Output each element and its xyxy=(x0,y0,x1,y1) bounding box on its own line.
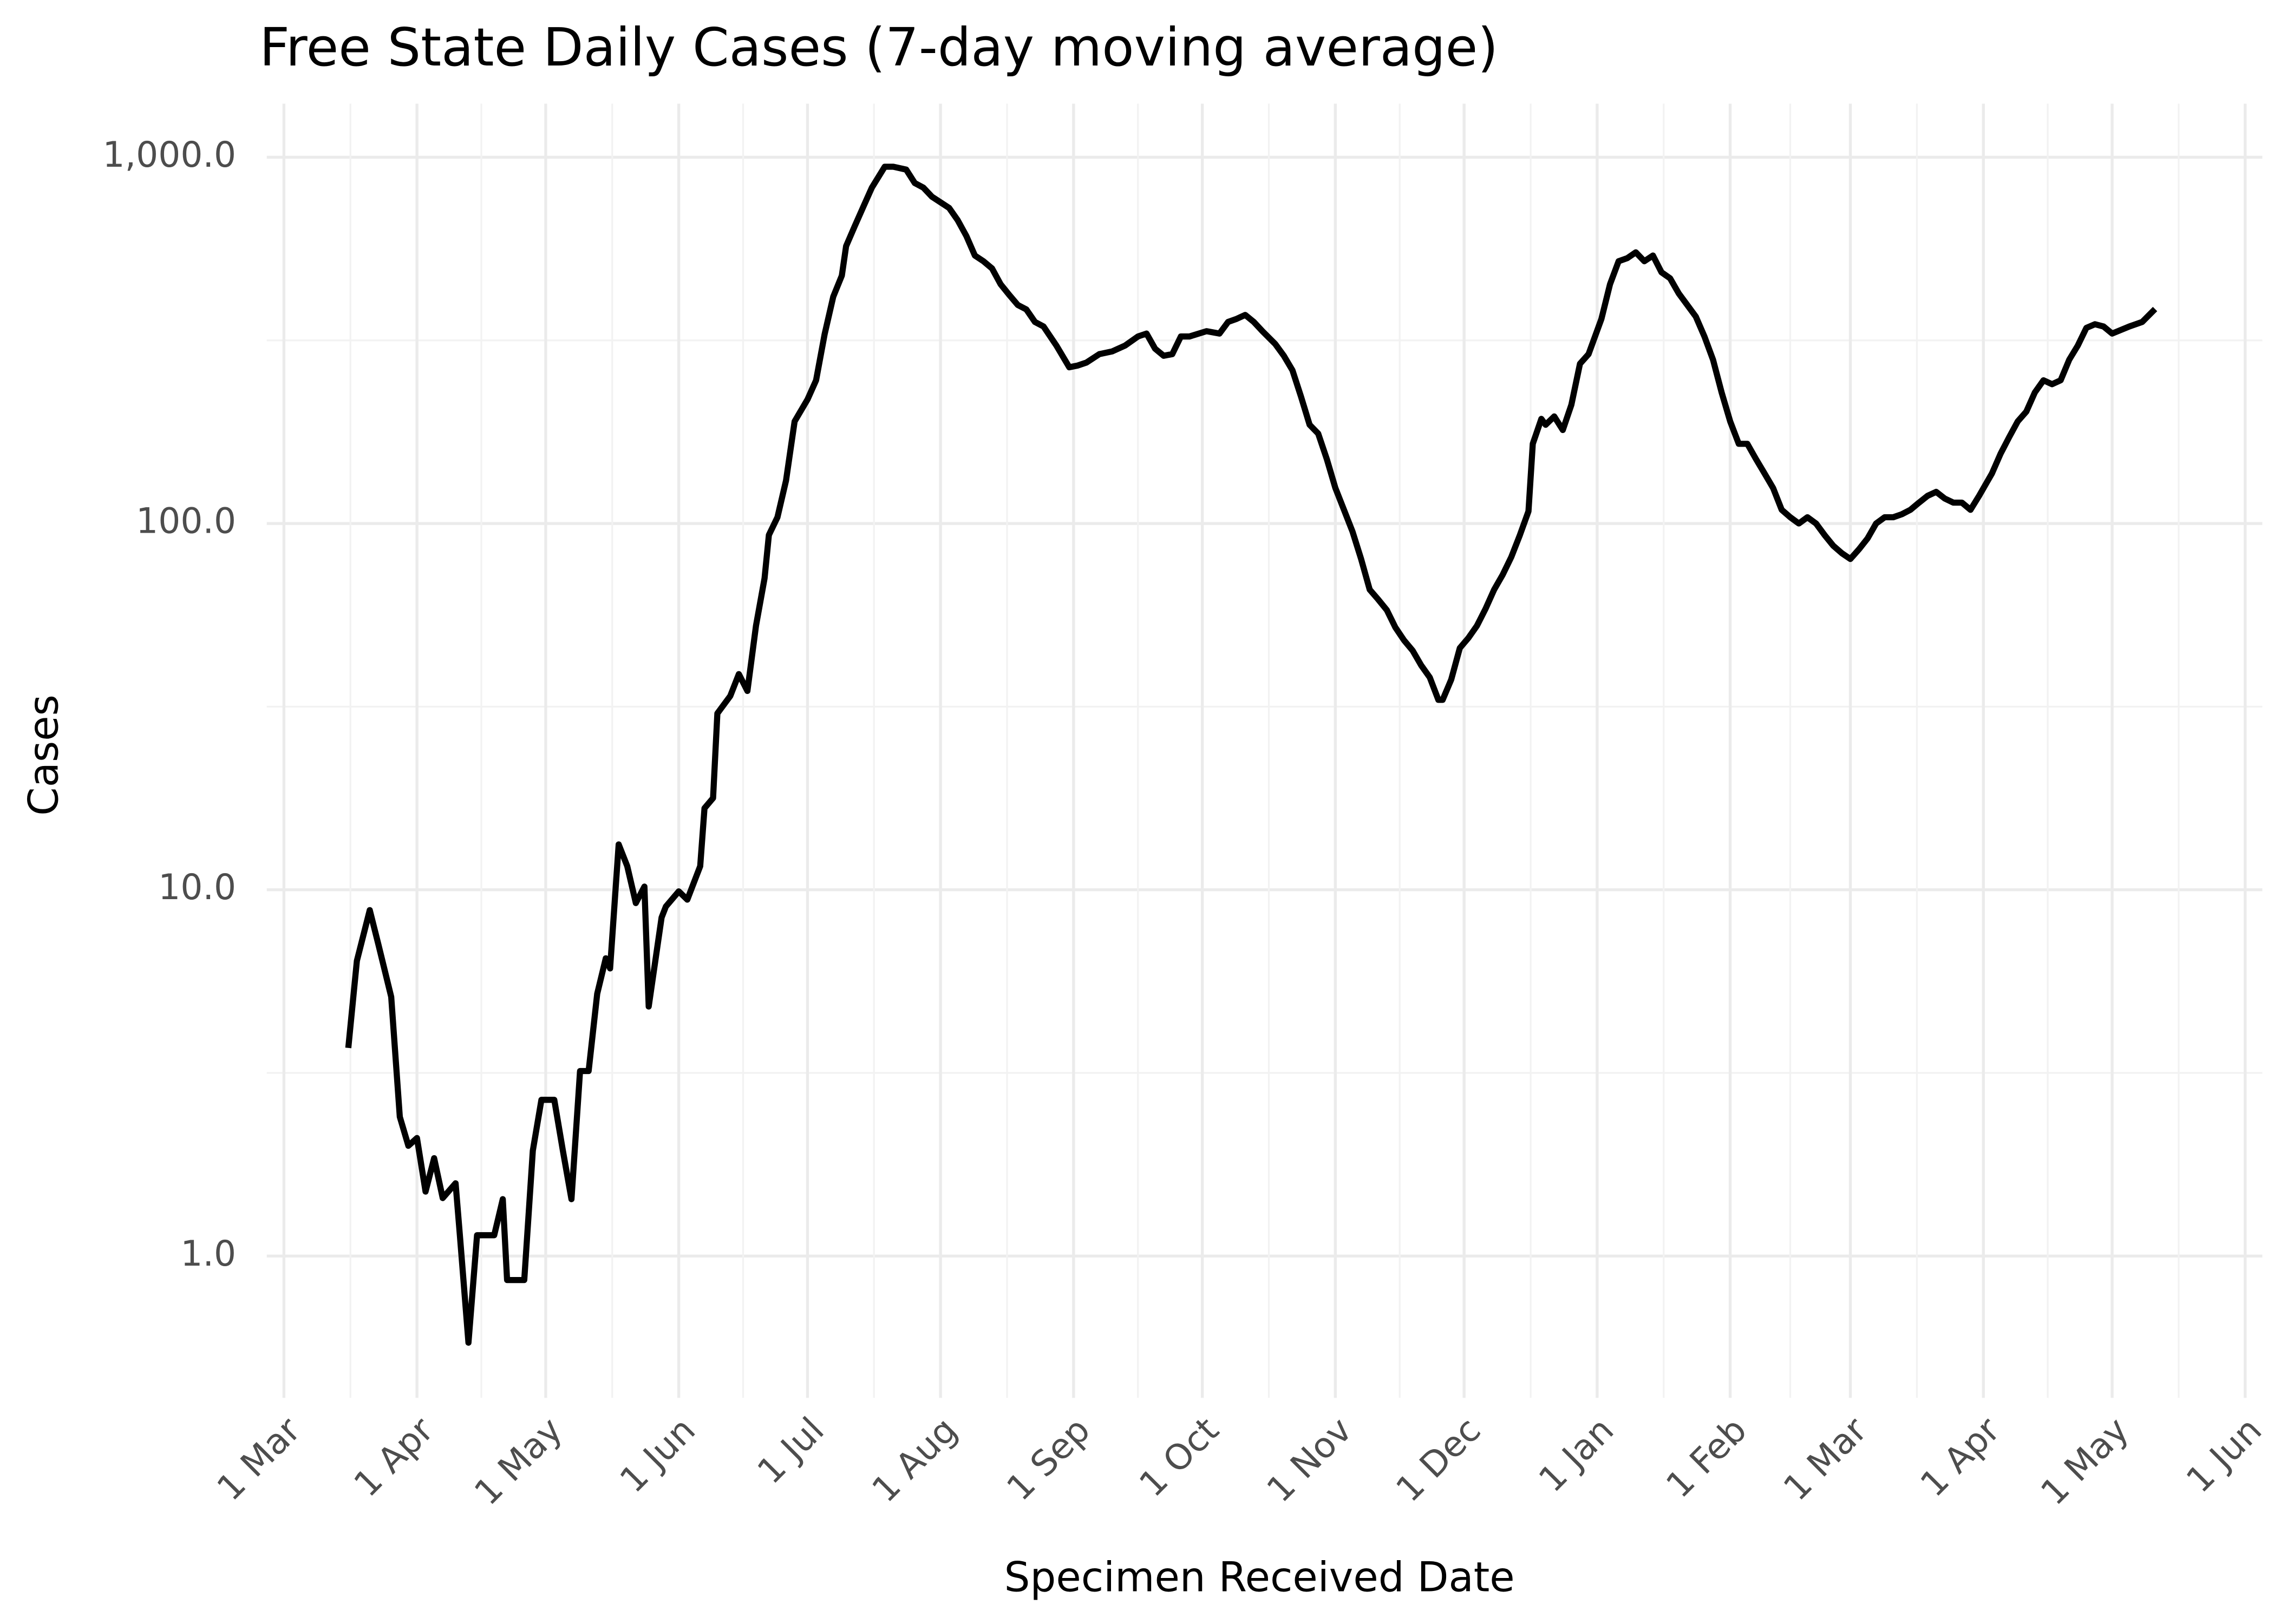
data-line xyxy=(345,163,2158,1346)
y-tick-label: 10.0 xyxy=(158,867,236,908)
x-axis-title: Specimen Received Date xyxy=(1004,1553,1515,1601)
grid xyxy=(266,103,2263,1398)
y-axis-title: Cases xyxy=(20,695,68,816)
y-tick-label: 100.0 xyxy=(136,501,236,542)
y-tick-label: 1.0 xyxy=(180,1234,236,1274)
chart-title: Free State Daily Cases (7-day moving ave… xyxy=(259,17,1498,78)
plot-area xyxy=(345,163,2158,1346)
y-tick-label: 1,000.0 xyxy=(103,135,237,175)
